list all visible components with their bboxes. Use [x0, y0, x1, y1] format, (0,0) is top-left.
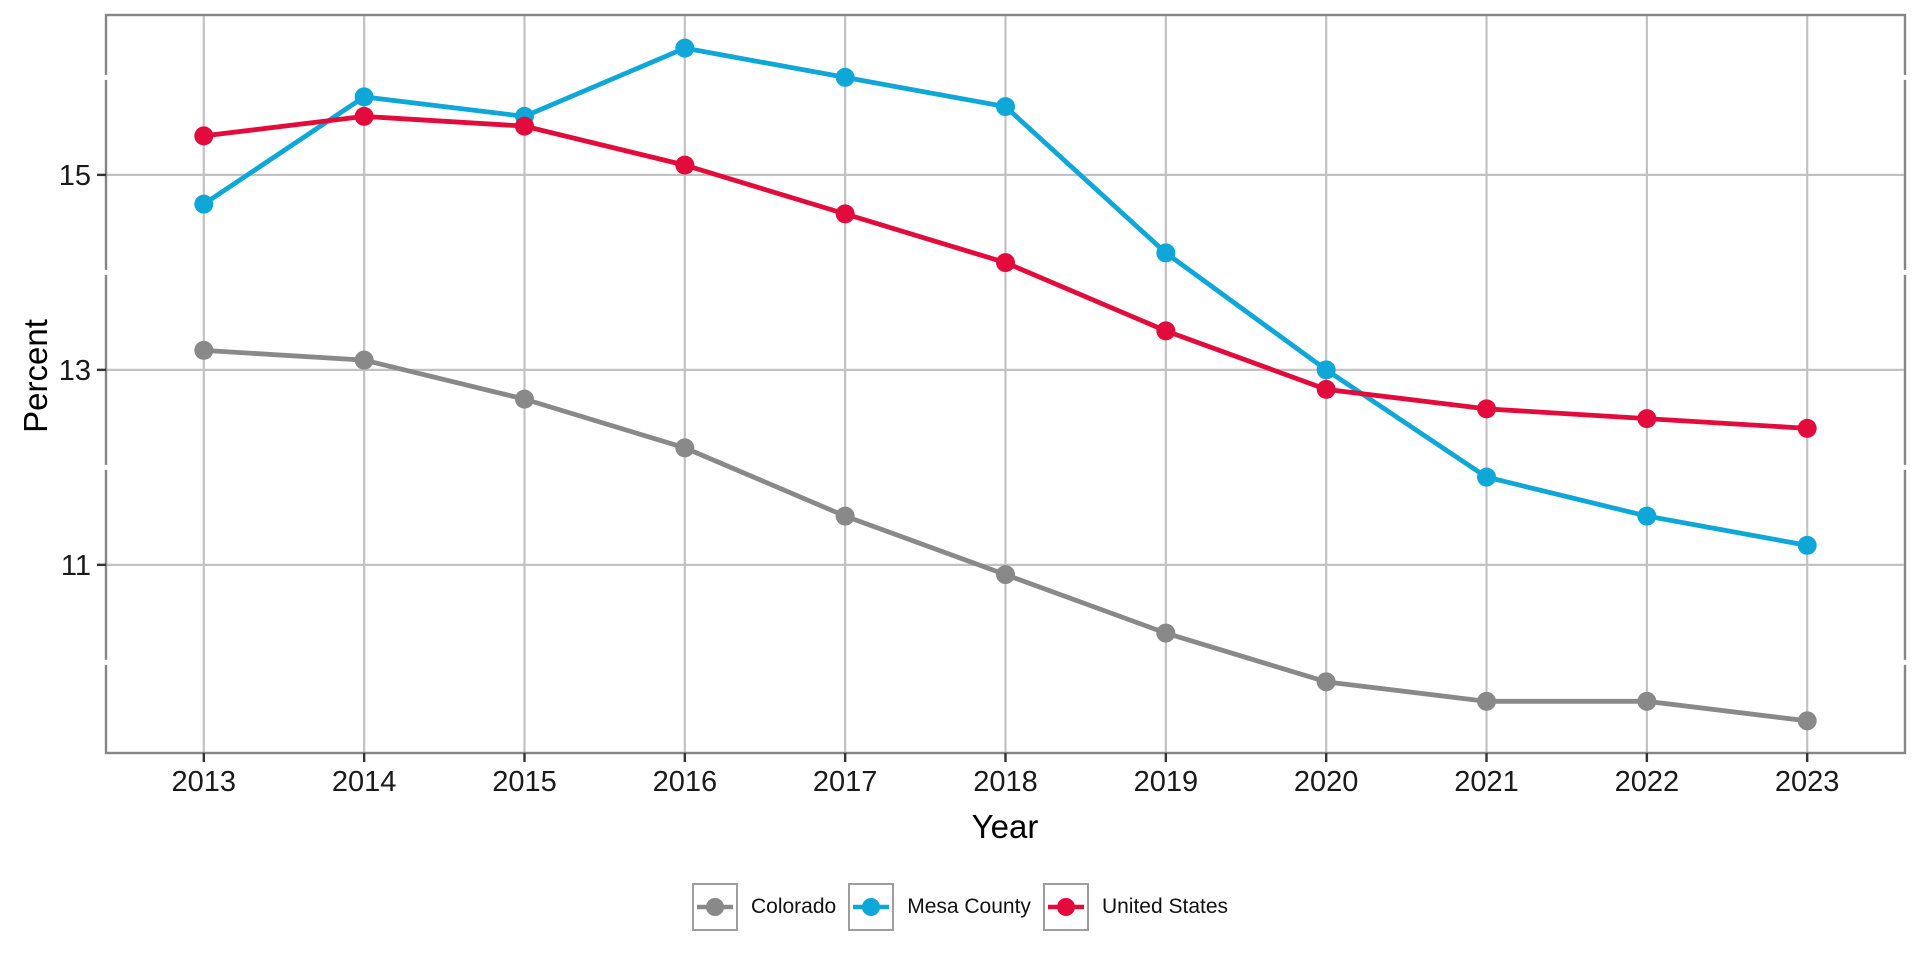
x-tick-label: 2017: [813, 766, 878, 798]
data-point-colorado-2017: [835, 506, 855, 526]
legend-item-united-states: United States: [1042, 883, 1229, 931]
data-point-colorado-2013: [194, 340, 214, 360]
legend-label-colorado: Colorado: [750, 895, 837, 918]
y-minor-notch: [103, 74, 109, 80]
data-point-colorado-2016: [675, 438, 695, 458]
data-point-mesa-county-2013: [194, 194, 214, 214]
data-point-mesa-county-2021: [1477, 467, 1497, 487]
y-minor-notches: [103, 74, 1908, 665]
x-tick-label: 2015: [492, 766, 557, 798]
x-tick-label: 2019: [1134, 766, 1199, 798]
data-point-mesa-county-2019: [1156, 243, 1176, 263]
chart-legend: Colorado Mesa County United States: [0, 883, 1920, 931]
legend-marker-icon: [853, 898, 890, 916]
legend-key-colorado: [691, 883, 738, 931]
y-tick-label: 15: [59, 160, 91, 192]
legend-marker-icon: [1047, 898, 1084, 916]
y-minor-notch: [1902, 74, 1908, 80]
data-point-united-states-2014: [354, 106, 374, 126]
y-minor-notch: [1902, 659, 1908, 665]
gridlines: [106, 15, 1905, 753]
data-point-mesa-county-2014: [354, 87, 374, 107]
legend-item-mesa-county: Mesa County: [848, 883, 1031, 931]
y-tick-label: 11: [61, 550, 91, 582]
data-point-colorado-2023: [1797, 711, 1817, 731]
y-minor-notch: [103, 269, 109, 275]
x-tick-label: 2021: [1454, 766, 1519, 798]
data-point-united-states-2016: [675, 155, 695, 175]
legend-key-united-states: [1042, 883, 1089, 931]
axis-tick-labels: 15 13 11 2013 2014 2015 2016 2017 2018 2019 2020 20…: [59, 160, 1840, 798]
data-point-colorado-2020: [1316, 672, 1336, 692]
axis-ticks: [97, 173, 1809, 762]
y-tick-label: 13: [59, 355, 91, 387]
data-point-colorado-2014: [354, 350, 374, 370]
data-point-mesa-county-2016: [675, 38, 695, 58]
legend-item-colorado: Colorado: [691, 883, 837, 931]
data-point-united-states-2022: [1637, 409, 1657, 429]
legend-marker-icon: [696, 898, 733, 916]
legend-key-mesa-county: [848, 883, 895, 931]
data-point-united-states-2015: [514, 116, 534, 136]
data-point-united-states-2013: [194, 126, 214, 146]
x-tick-label: 2023: [1775, 766, 1840, 798]
data-point-united-states-2019: [1156, 321, 1176, 341]
y-minor-notch: [1902, 464, 1908, 470]
data-point-united-states-2020: [1316, 379, 1336, 399]
x-tick-label: 2014: [332, 766, 397, 798]
x-axis-title: Year: [971, 808, 1039, 845]
data-point-united-states-2018: [996, 253, 1015, 273]
y-minor-notch: [103, 464, 109, 470]
y-minor-notch: [103, 659, 109, 665]
data-point-mesa-county-2022: [1637, 506, 1657, 526]
legend-label-mesa-county: Mesa County: [907, 895, 1031, 918]
data-point-mesa-county-2020: [1316, 360, 1336, 380]
data-point-mesa-county-2023: [1797, 535, 1817, 555]
series-colorado: [194, 340, 1817, 731]
y-axis-title: Percent: [17, 319, 54, 433]
x-tick-label: 2022: [1615, 766, 1680, 798]
data-point-united-states-2017: [835, 204, 855, 224]
data-point-colorado-2018: [996, 565, 1015, 585]
data-point-mesa-county-2017: [835, 67, 855, 87]
x-tick-label: 2016: [653, 766, 718, 798]
data-point-colorado-2015: [514, 389, 534, 409]
series-united-states: [194, 106, 1817, 438]
x-tick-label: 2013: [172, 766, 237, 798]
data-point-colorado-2021: [1477, 691, 1497, 711]
x-tick-label: 2018: [973, 766, 1038, 798]
data-point-mesa-county-2018: [996, 97, 1015, 117]
data-point-colorado-2019: [1156, 623, 1176, 643]
data-point-united-states-2023: [1797, 418, 1817, 438]
data-point-colorado-2022: [1637, 691, 1657, 711]
data-point-united-states-2021: [1477, 399, 1497, 419]
y-minor-notch: [1902, 269, 1908, 275]
x-tick-label: 2020: [1294, 766, 1359, 798]
legend-label-united-states: United States: [1101, 895, 1229, 918]
plot-area: 15 13 11 2013 2014 2015 2016 2017 2018 2019 2020 20…: [59, 13, 1908, 798]
